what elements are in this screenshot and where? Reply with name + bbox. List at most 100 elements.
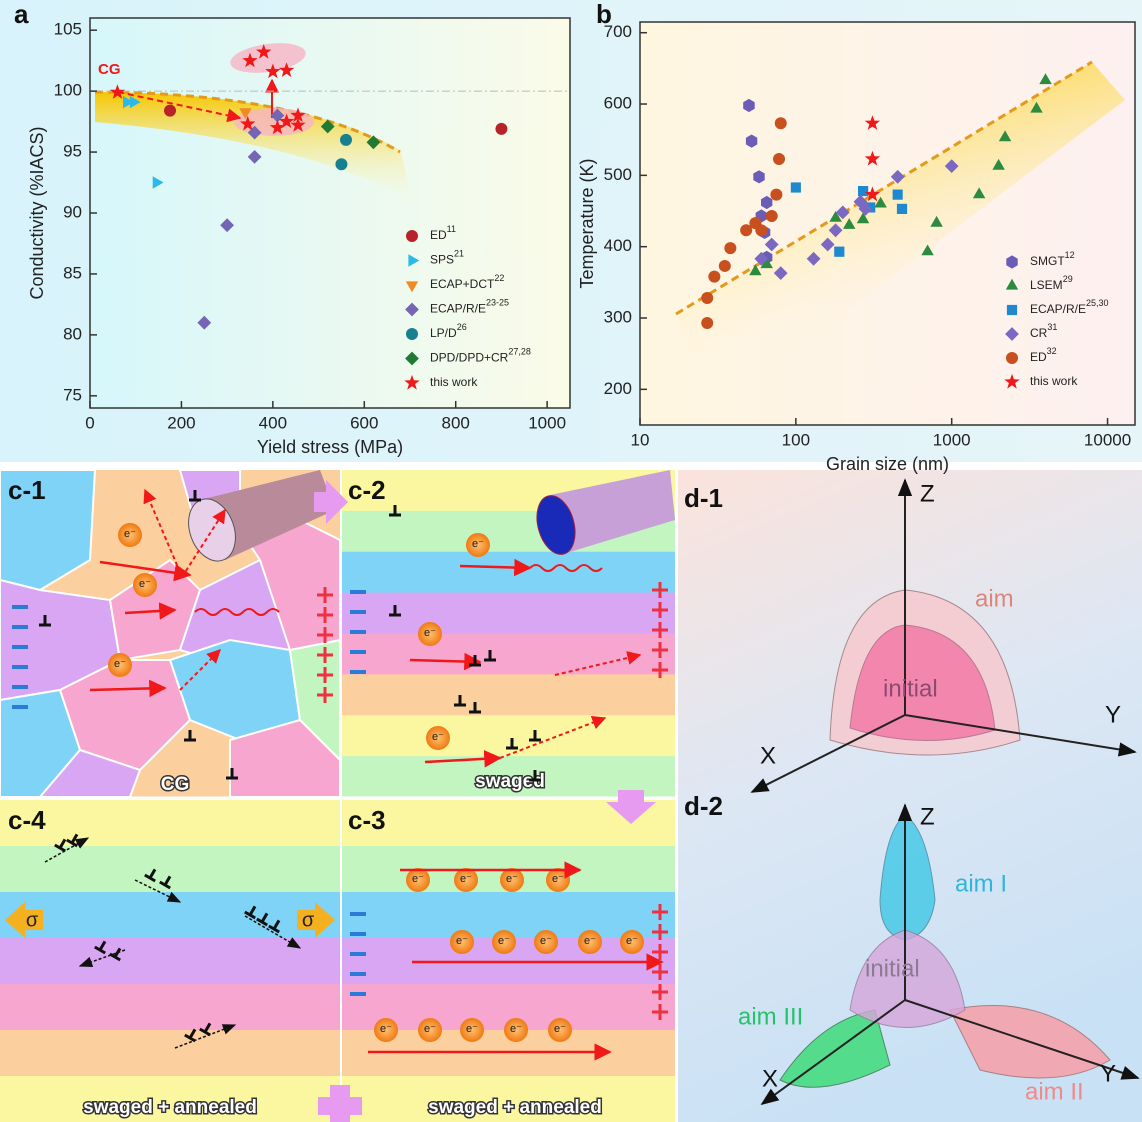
axis-label: X xyxy=(762,1065,778,1092)
stress-label: σ xyxy=(302,909,315,931)
y-tick-label: 95 xyxy=(63,142,82,161)
positive-charge xyxy=(659,924,662,940)
positive-charge xyxy=(659,1004,662,1020)
marker xyxy=(791,182,801,192)
x-axis-title: Yield stress (MPa) xyxy=(257,437,403,457)
electron-label: e⁻ xyxy=(498,935,510,947)
marker xyxy=(770,189,782,201)
legend-name: this work xyxy=(430,375,478,389)
positive-charge xyxy=(324,667,327,683)
marker xyxy=(897,204,907,214)
negative-charge xyxy=(12,625,28,629)
marker xyxy=(164,105,176,117)
stress-label: σ xyxy=(26,909,39,931)
marker xyxy=(775,117,787,129)
positive-charge xyxy=(659,642,662,658)
aim-label: aim I xyxy=(955,870,1007,897)
positive-charge xyxy=(324,647,327,663)
electron-label: e⁻ xyxy=(472,538,484,550)
electron-label: e⁻ xyxy=(114,658,126,670)
legend-ref: 32 xyxy=(1047,346,1057,356)
negative-charge xyxy=(350,952,366,956)
annotation: CG xyxy=(98,61,121,78)
negative-charge xyxy=(12,645,28,649)
electron-label: e⁻ xyxy=(412,873,424,885)
plot-a-background xyxy=(90,18,570,408)
caption: swaged + annealed xyxy=(428,1097,602,1118)
legend-name: ED xyxy=(1030,350,1047,364)
legend-ref: 22 xyxy=(494,273,504,283)
negative-charge xyxy=(12,665,28,669)
caption: CG xyxy=(161,774,190,795)
panel-label: d-1 xyxy=(684,483,723,513)
positive-charge xyxy=(659,622,662,638)
y-tick-label: 300 xyxy=(604,307,632,326)
negative-charge xyxy=(12,685,28,689)
legend-ref: 12 xyxy=(1065,250,1075,260)
panel-label: b xyxy=(596,0,612,29)
stripe xyxy=(342,593,675,634)
legend-marker xyxy=(406,230,418,242)
stripe xyxy=(342,634,675,675)
positive-charge xyxy=(324,587,327,603)
panel-label: c-4 xyxy=(8,805,46,835)
y-tick-label: 90 xyxy=(63,202,82,221)
caption: swaged + annealed xyxy=(83,1097,257,1118)
y-tick-label: 400 xyxy=(604,236,632,255)
legend-ref: 27,28 xyxy=(508,347,531,357)
positive-charge xyxy=(324,627,327,643)
marker xyxy=(724,242,736,254)
y-tick-label: 105 xyxy=(54,20,82,39)
stripe xyxy=(342,552,675,593)
axis-label: X xyxy=(760,742,776,769)
y-tick-label: 100 xyxy=(54,81,82,100)
marker xyxy=(755,224,767,236)
axis-label: Y xyxy=(1100,1060,1116,1087)
y-axis-title: Conductivity (%IACS) xyxy=(27,126,47,299)
legend-ref: 31 xyxy=(1047,322,1057,332)
stripe xyxy=(0,892,340,939)
legend-name: CR xyxy=(1030,326,1048,340)
stripe xyxy=(0,984,340,1031)
stripe xyxy=(0,1030,340,1077)
electron-label: e⁻ xyxy=(540,935,552,947)
stripe xyxy=(342,674,675,715)
electron-label: e⁻ xyxy=(432,731,444,743)
electron-label: e⁻ xyxy=(424,1023,436,1035)
electron-label: e⁻ xyxy=(460,873,472,885)
negative-charge xyxy=(350,630,366,634)
negative-charge xyxy=(350,912,366,916)
positive-charge xyxy=(659,602,662,618)
stripe xyxy=(0,938,340,985)
positive-charge xyxy=(659,964,662,980)
x-tick-label: 800 xyxy=(442,413,470,432)
initial-label: initial xyxy=(883,675,938,702)
panel-label: c-2 xyxy=(348,475,386,505)
electron-label: e⁻ xyxy=(380,1023,392,1035)
stripe xyxy=(0,846,340,893)
negative-charge xyxy=(350,590,366,594)
positive-charge xyxy=(659,662,662,678)
positive-charge xyxy=(659,984,662,1000)
positive-charge xyxy=(659,944,662,960)
x-tick-label: 200 xyxy=(167,413,195,432)
legend-name: ECAP+DCT xyxy=(430,277,495,291)
negative-charge xyxy=(350,650,366,654)
y-tick-label: 600 xyxy=(604,94,632,113)
electron-label: e⁻ xyxy=(466,1023,478,1035)
legend-name: ECAP/R/E xyxy=(1030,302,1086,316)
aim-label: aim xyxy=(975,585,1014,612)
legend-marker xyxy=(1007,305,1017,315)
aim-label: aim III xyxy=(738,1003,803,1030)
axis-label: Z xyxy=(920,480,935,507)
negative-charge xyxy=(350,610,366,614)
marker xyxy=(773,153,785,165)
positive-charge xyxy=(659,904,662,920)
electron-label: e⁻ xyxy=(552,873,564,885)
initial-label: initial xyxy=(865,955,920,982)
negative-charge xyxy=(350,932,366,936)
marker xyxy=(708,271,720,283)
legend-marker xyxy=(406,328,418,340)
legend-marker xyxy=(1006,352,1018,364)
